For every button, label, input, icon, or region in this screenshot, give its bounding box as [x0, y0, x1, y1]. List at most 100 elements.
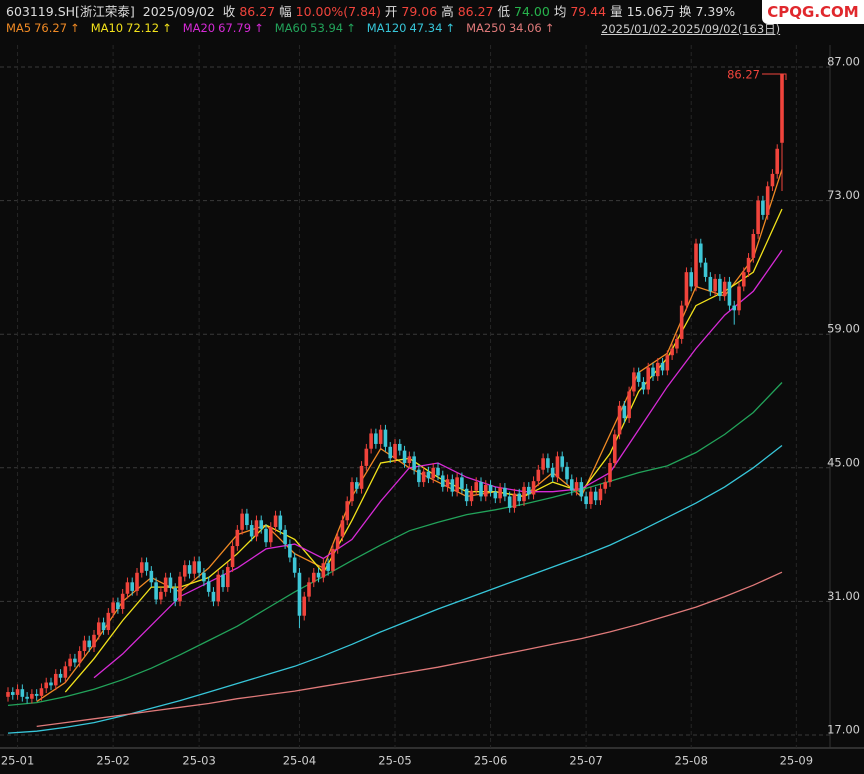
- candle-body: [268, 526, 273, 543]
- candle-body: [182, 565, 187, 577]
- candle-body: [63, 666, 68, 678]
- candle-body: [436, 467, 440, 476]
- candle-body: [546, 458, 550, 468]
- candle-body: [598, 488, 603, 501]
- field-value: 15.06万: [626, 4, 675, 19]
- candle-body: [77, 651, 82, 663]
- legend-name: MA250: [466, 21, 506, 35]
- candle-body: [593, 491, 598, 501]
- candle-body: [445, 479, 450, 487]
- candle-body: [288, 544, 292, 558]
- candle-body: [464, 488, 469, 502]
- ma-line: [36, 571, 783, 728]
- candle-body: [632, 372, 636, 392]
- candle-body: [741, 272, 746, 287]
- candle-body: [326, 563, 330, 571]
- candle-body: [407, 456, 412, 464]
- high-marker: [762, 73, 787, 80]
- candle-body: [560, 456, 565, 467]
- legend-name: MA10: [90, 21, 124, 35]
- candle-body: [273, 515, 278, 527]
- candle-body: [221, 574, 225, 588]
- candle-body: [675, 338, 679, 349]
- x-tick-label: 25-02: [96, 754, 129, 768]
- candle-body: [612, 434, 617, 464]
- x-tick-label: 25-09: [780, 754, 813, 768]
- candle-body: [584, 496, 588, 505]
- candle-body: [335, 536, 340, 549]
- candle-body: [526, 486, 531, 495]
- candle-body: [455, 477, 459, 492]
- candle-body: [727, 281, 732, 306]
- candle-body: [116, 602, 120, 610]
- candle-body: [15, 689, 20, 695]
- candle-body: [402, 450, 407, 464]
- legend-arrow: ↑: [70, 21, 80, 35]
- legend-item: MA250 34.06 ↑: [466, 21, 557, 35]
- candle-body: [770, 173, 775, 187]
- candle-body: [603, 482, 608, 489]
- candle-body: [378, 429, 383, 444]
- candle-body: [374, 433, 378, 444]
- candle-body: [761, 200, 765, 215]
- legend-value: 47.34: [409, 21, 443, 35]
- candle-body: [163, 577, 168, 592]
- field-value: 86.27: [457, 4, 494, 19]
- candle-body: [498, 487, 502, 499]
- candle-body: [493, 491, 498, 499]
- candle-body: [689, 272, 694, 287]
- candle-body: [30, 693, 34, 699]
- candle-body: [431, 467, 436, 479]
- legend-item: MA60 53.94 ↑: [275, 21, 359, 35]
- field-label: 幅: [279, 4, 292, 19]
- candle-body: [283, 529, 287, 545]
- candle-body: [541, 458, 545, 470]
- legend-arrow: ↑: [162, 21, 172, 35]
- watermark: CPQG.COM: [762, 0, 864, 24]
- candle-body: [565, 466, 569, 480]
- legend-arrow: ↑: [254, 21, 264, 35]
- candle-body: [718, 278, 722, 297]
- candle-body: [125, 582, 130, 594]
- candle-body: [230, 546, 235, 568]
- candle-body: [120, 593, 125, 610]
- field-value: 79.44: [570, 4, 607, 19]
- field-value: 7.39%: [695, 4, 736, 19]
- legend-item: MA5 76.27 ↑: [6, 21, 83, 35]
- legend: MA5 76.27 ↑ MA10 72.12 ↑ MA20 67.79 ↑ MA60 53.94 ↑ M…: [6, 21, 565, 35]
- candle-body: [20, 689, 25, 697]
- candle-body: [440, 475, 445, 487]
- candle-body: [278, 515, 283, 530]
- candle-body: [130, 582, 135, 591]
- candle-body: [722, 281, 727, 297]
- candle-body: [159, 591, 163, 600]
- candle-body: [149, 570, 154, 583]
- candle-body: [249, 525, 254, 537]
- legend-value: 67.79: [218, 21, 252, 35]
- symbol: 603119.SH[浙江荣泰]: [6, 4, 135, 19]
- candle-body: [627, 391, 631, 419]
- candle-body: [660, 362, 665, 371]
- x-tick-label: 25-07: [569, 754, 602, 768]
- date-range[interactable]: 2025/01/02-2025/09/02(163日): [601, 22, 781, 36]
- candle-body: [307, 582, 311, 597]
- legend-arrow: ↑: [445, 21, 456, 35]
- candle-body: [397, 443, 402, 451]
- legend-item: MA120 47.34 ↑: [367, 21, 458, 35]
- candle-body: [225, 567, 230, 588]
- candle-body: [350, 482, 354, 502]
- candle-body: [531, 481, 536, 495]
- ma-line: [7, 444, 783, 734]
- candle-body: [469, 490, 474, 502]
- x-tick-label: 25-04: [283, 754, 316, 768]
- y-tick-label: 31.00: [827, 589, 860, 603]
- candle-body: [460, 477, 464, 489]
- legend-value: 76.27: [34, 21, 68, 35]
- candle-body: [617, 405, 622, 435]
- field-label: 量: [610, 4, 623, 19]
- candle-body: [101, 622, 106, 631]
- candle-body: [92, 634, 96, 648]
- candle-body: [383, 429, 388, 447]
- candle-body: [245, 513, 249, 526]
